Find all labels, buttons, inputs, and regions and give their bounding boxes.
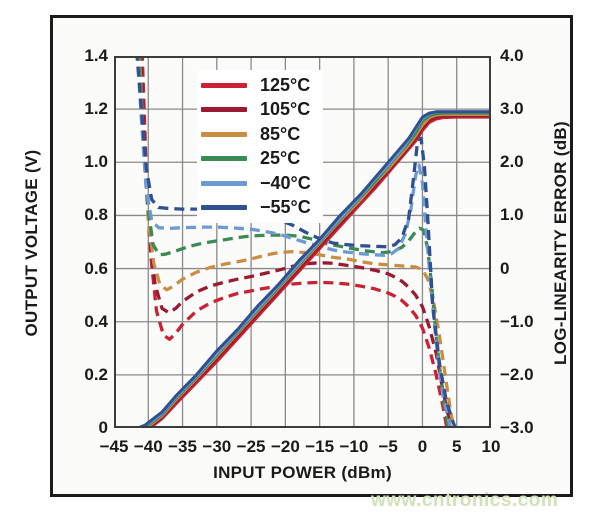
legend-swatch-m55c (201, 205, 247, 211)
voltage-curve-m55c (114, 110, 491, 428)
legend-label-85c: 85°C (260, 123, 301, 144)
error-curve-m40c (135, 56, 454, 428)
x-tick-label: −10 (339, 437, 369, 456)
x-tick-label: −30 (202, 437, 232, 456)
y-right-tick-label: 1.0 (500, 205, 524, 225)
y-right-tick-label: −3.0 (500, 418, 534, 437)
error-curve-m55c (135, 56, 458, 428)
legend-item-25c: 25°C (201, 147, 311, 172)
watermark: www.cntronics.com (371, 490, 559, 511)
x-tick-label: 0 (417, 437, 428, 456)
x-tick-label: −40 (133, 437, 163, 456)
y-axis-left-title: OUTPUT VOLTAGE (V) (22, 149, 41, 337)
x-axis-title: INPUT POWER (dBm) (213, 463, 392, 482)
y-right-tick-label: 0 (500, 258, 510, 278)
legend-label-105c: 105°C (260, 99, 311, 120)
legend-label-125c: 125°C (260, 74, 311, 95)
x-tick-label: −35 (168, 437, 197, 456)
x-tick-label: −45 (99, 437, 129, 456)
legend-swatch-25c (201, 156, 247, 162)
y-left-tick-label: 1.4 (84, 46, 108, 65)
legend: 125°C 105°C 85°C 25°C −40°C −55°C (197, 70, 323, 223)
legend-item-125c: 125°C (201, 73, 311, 98)
x-tick-label: 5 (451, 437, 462, 456)
y-right-tick-label: −2.0 (500, 364, 534, 384)
y-right-tick-label: −1.0 (500, 311, 534, 331)
legend-swatch-105c (201, 107, 247, 113)
x-tick-label: −25 (236, 437, 266, 456)
error-curve-85c (137, 56, 456, 428)
y-left-tick-label: 1.2 (84, 99, 108, 119)
error-curve-125c (140, 56, 449, 428)
legend-label-m55c: −55°C (260, 197, 311, 218)
plot-area (114, 56, 491, 428)
y-right-tick-label: 3.0 (500, 99, 524, 119)
legend-label-m40c: −40°C (260, 172, 311, 193)
y-right-tick-label: 2.0 (500, 152, 524, 172)
legend-swatch-m40c (201, 180, 247, 186)
x-tick-label: −15 (305, 437, 335, 456)
x-tick-label: −5 (378, 437, 398, 456)
y-left-tick-label: 0.2 (84, 364, 108, 384)
legend-swatch-85c (201, 131, 247, 137)
legend-swatch-125c (201, 82, 247, 88)
y-axis-right-title: LOG-LINEARITY ERROR (dB) (551, 121, 570, 365)
y-left-tick-label: 0 (98, 418, 108, 437)
legend-item-m55c: −55°C (201, 196, 311, 221)
legend-item-m40c: −40°C (201, 171, 311, 196)
legend-label-25c: 25°C (260, 148, 301, 169)
y-left-tick-label: 1.0 (84, 152, 108, 172)
plot-border (114, 56, 491, 428)
x-tick-label: 10 (481, 437, 501, 456)
y-left-tick-label: 0.4 (84, 311, 108, 331)
y-left-tick-label: 0.8 (84, 205, 108, 225)
y-right-tick-label: 4.0 (500, 46, 524, 65)
y-left-tick-label: 0.6 (84, 258, 108, 278)
x-tick-label: −20 (270, 437, 300, 456)
legend-item-105c: 105°C (201, 98, 311, 123)
legend-item-85c: 85°C (201, 122, 311, 147)
